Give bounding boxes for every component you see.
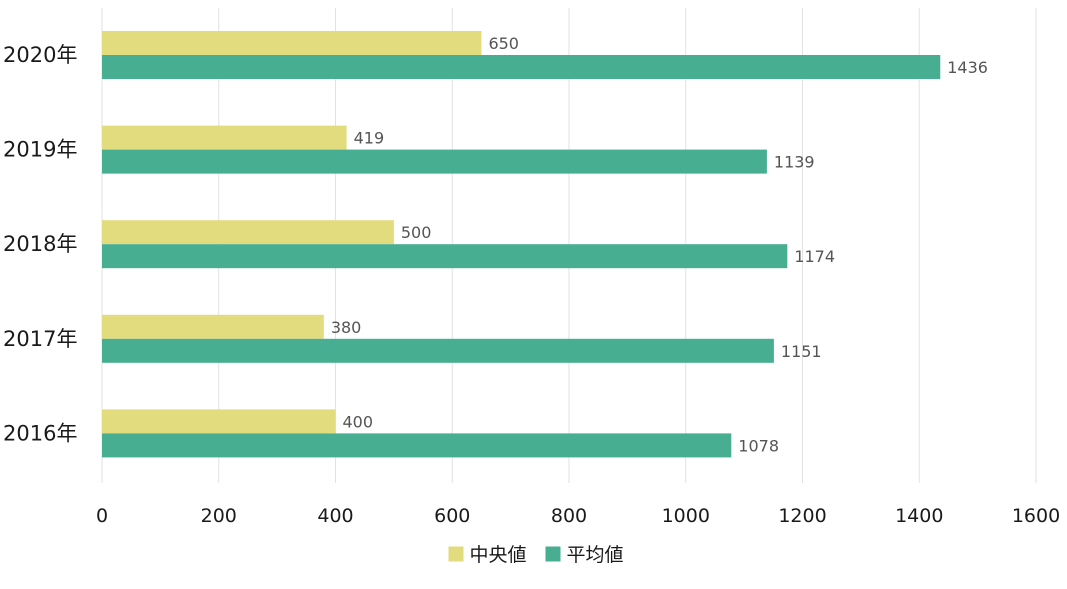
legend-swatch xyxy=(448,546,464,562)
value-axis: 0 200 400 600 800 1000 1200 1400 1600 xyxy=(96,505,1060,527)
data-label: 419 xyxy=(354,129,385,148)
bar xyxy=(102,409,336,434)
category-label: 2018年 xyxy=(3,232,77,256)
category-axis: 2020年 2019年 2018年 2017年 2016年 xyxy=(3,43,77,445)
category-label: 2020年 xyxy=(3,43,77,67)
data-label: 1174 xyxy=(794,247,835,266)
bar xyxy=(102,31,482,55)
category-label: 2019年 xyxy=(3,138,77,162)
x-tick-label: 0 xyxy=(96,505,108,527)
data-label: 380 xyxy=(331,318,362,337)
category-label: 2017年 xyxy=(3,327,77,351)
x-tick-label: 1400 xyxy=(895,505,943,527)
legend: 中央値 平均値 xyxy=(448,544,624,566)
bar xyxy=(102,314,324,339)
bar xyxy=(102,55,941,79)
legend-swatch xyxy=(545,546,561,562)
data-label: 1436 xyxy=(947,58,988,77)
legend-label: 平均値 xyxy=(567,544,624,566)
legend-item: 平均値 xyxy=(545,544,624,566)
x-tick-label: 800 xyxy=(551,505,587,527)
legend-label: 中央値 xyxy=(470,544,527,566)
x-tick-label: 1200 xyxy=(778,505,826,527)
data-labels: 650 1436 419 1139 500 1174 380 1151 400 1078 xyxy=(331,34,988,455)
x-tick-label: 1000 xyxy=(662,505,710,527)
x-tick-label: 1600 xyxy=(1012,505,1060,527)
bar xyxy=(102,433,732,458)
bar xyxy=(102,338,774,363)
data-label: 1078 xyxy=(738,436,779,455)
bar xyxy=(102,244,788,269)
x-tick-label: 600 xyxy=(434,505,470,527)
x-tick-label: 200 xyxy=(201,505,237,527)
legend-item: 中央値 xyxy=(448,544,527,566)
data-label: 400 xyxy=(343,412,374,431)
data-label: 650 xyxy=(488,34,519,53)
bar xyxy=(102,220,394,245)
bar xyxy=(102,149,767,174)
data-label: 500 xyxy=(401,223,432,242)
bar xyxy=(102,125,347,150)
bars xyxy=(102,31,941,458)
x-tick-label: 400 xyxy=(317,505,353,527)
category-label: 2016年 xyxy=(3,421,77,445)
data-label: 1139 xyxy=(774,153,815,172)
data-label: 1151 xyxy=(781,342,822,361)
